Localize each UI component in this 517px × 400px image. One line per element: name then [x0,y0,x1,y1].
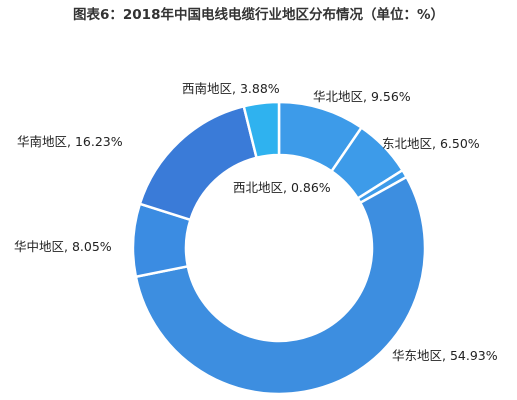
slice-label-6: 西南地区, 3.88% [182,81,280,96]
slice-label-1: 东北地区, 6.50% [382,136,480,151]
slice-label-0: 华北地区, 9.56% [313,89,411,104]
slice-label-4: 华中地区, 8.05% [14,239,112,254]
donut-slice-5 [138,104,259,222]
slice-label-2: 西北地区, 0.86% [233,180,331,195]
donut-slice-6 [242,100,281,160]
slice-label-5: 华南地区, 16.23% [17,134,123,149]
slice-label-3: 华东地区, 54.93% [392,348,498,363]
donut-slice-3 [134,175,427,396]
chart-title: 图表6：2018年中国电线电缆行业地区分布情况（单位：%） [73,7,444,23]
